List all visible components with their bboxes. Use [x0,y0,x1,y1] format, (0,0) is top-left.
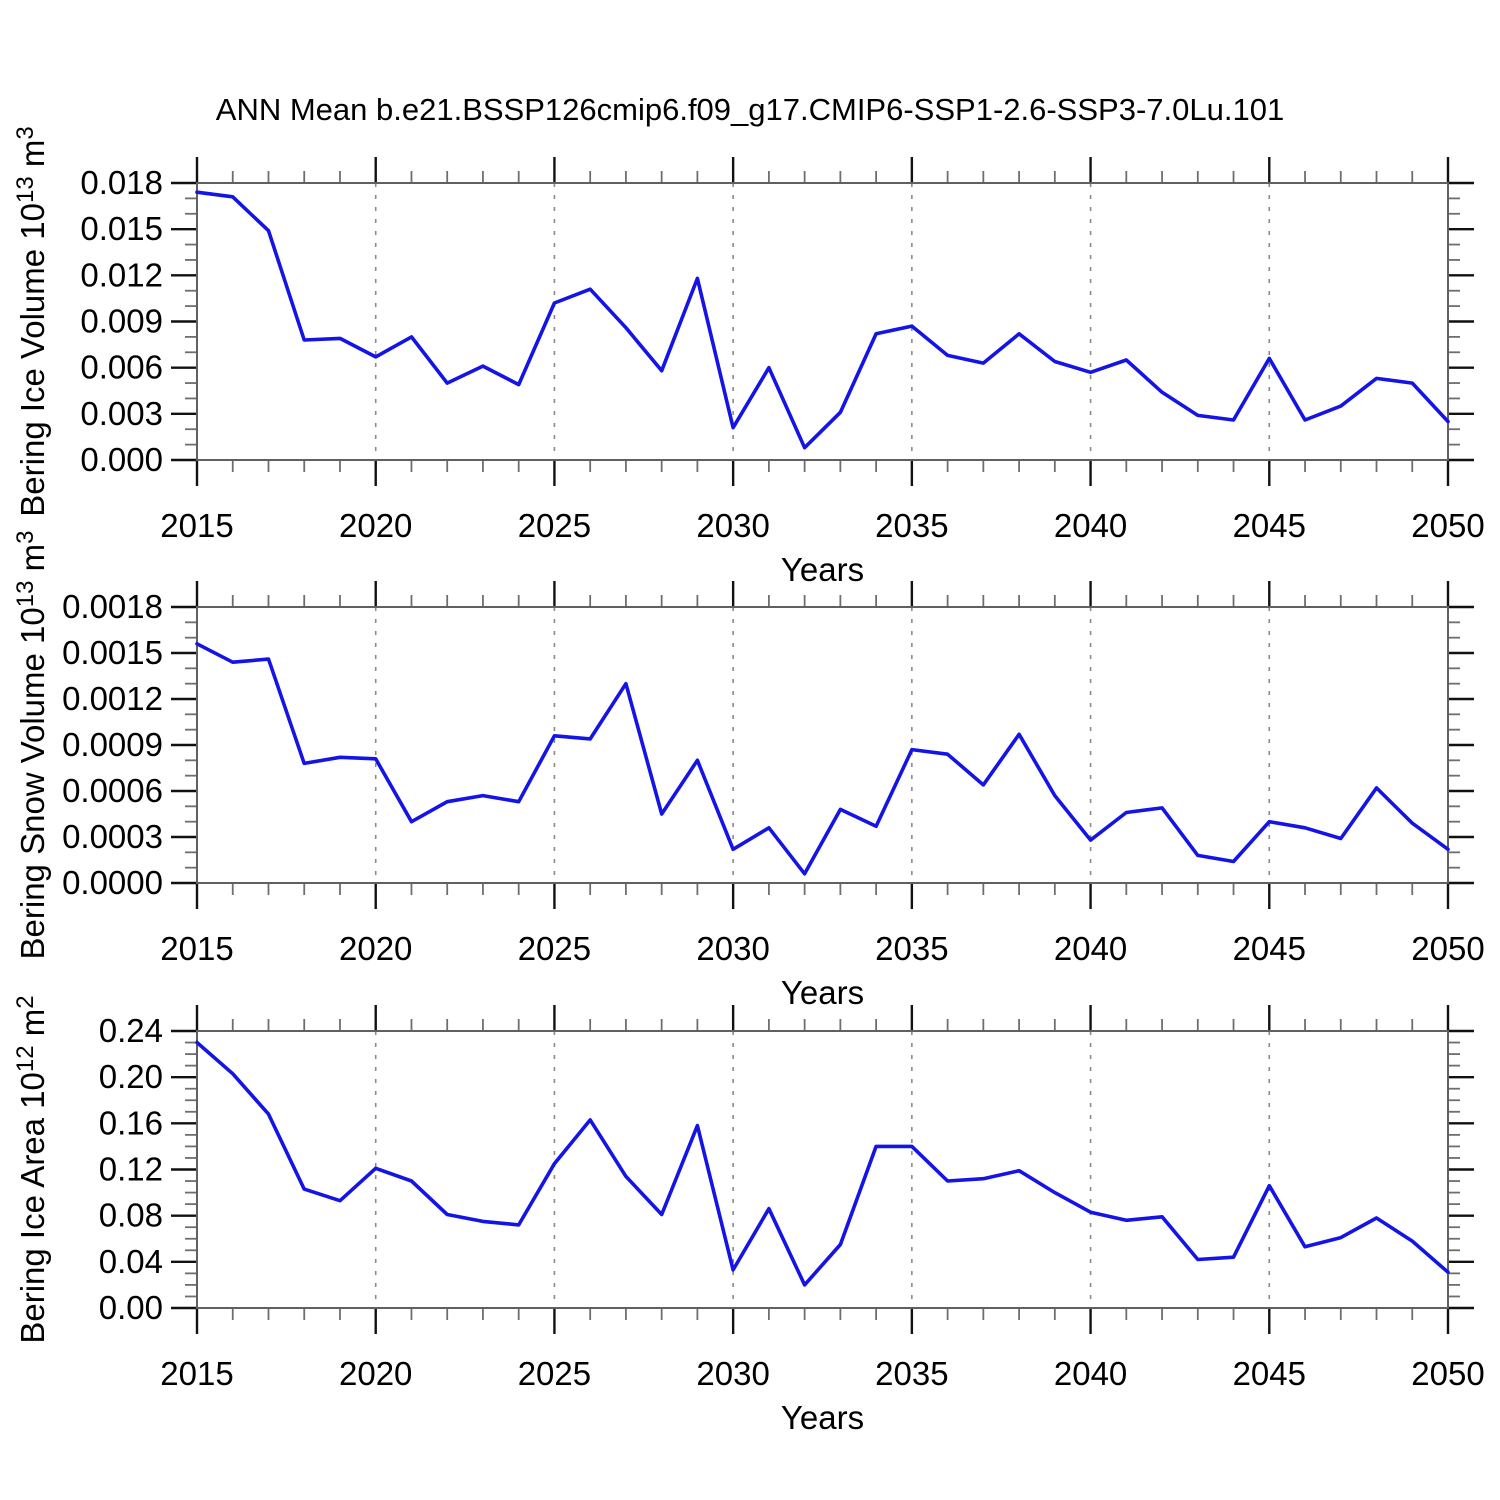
x-axis-label: Years [781,974,864,1011]
x-tick-label: 2020 [339,1355,412,1392]
x-tick-label: 2035 [875,507,948,544]
y-axis-label: Bering Snow Volume 1013 m3 [12,531,51,960]
x-tick-label: 2015 [160,507,233,544]
plot-frame [196,1030,1449,1309]
x-axis-label: Years [781,551,864,588]
x-tick-label: 2015 [160,1355,233,1392]
x-tick-label: 2030 [696,507,769,544]
y-tick-label: 0.0003 [62,818,163,855]
bering-snow-volume-line [195,641,1450,876]
panel-bering-ice-volume: 0.000 0.003 0.006 0.009 0.012 0.015 0.018 2015 2… [12,126,1485,588]
plot-frame [196,182,1449,461]
y-tick-label: 0.009 [80,303,163,340]
x-tick-label: 2025 [518,1355,591,1392]
x-tick-label: 2035 [875,1355,948,1392]
x-tick-label: 2040 [1054,930,1127,967]
chart-title: ANN Mean b.e21.BSSP126cmip6.f09_g17.CMIP… [215,92,1285,127]
x-tick-label: 2040 [1054,507,1127,544]
x-tick-label: 2040 [1054,1355,1127,1392]
y-tick-label: 0.0018 [62,588,163,625]
y-tick-label: 0.006 [80,349,163,386]
x-tick-label: 2050 [1411,507,1484,544]
x-tick-label: 2030 [696,1355,769,1392]
y-tick-label: 0.0006 [62,772,163,809]
y-tick-label: 0.12 [99,1151,163,1188]
x-axis-label: Years [781,1399,864,1436]
y-tick-label: 0.0009 [62,726,163,763]
y-tick-label: 0.000 [80,441,163,478]
bering-ice-volume-line [195,190,1450,450]
x-tick-label: 2045 [1233,1355,1306,1392]
x-tick-label: 2030 [696,930,769,967]
y-tick-label: 0.003 [80,395,163,432]
y-tick-label: 0.018 [80,164,163,201]
bering-ice-area-line [195,1040,1450,1287]
panel-bering-ice-area: 0.00 0.04 0.08 0.12 0.16 0.20 0.24 2015 2020 2025… [12,995,1485,1436]
y-tick-label: 0.16 [99,1104,163,1141]
x-tick-label: 2020 [339,507,412,544]
y-axis-label: Bering Ice Volume 1013 m3 [12,126,51,516]
plot-frame [196,606,1449,884]
x-tick-label: 2025 [518,930,591,967]
x-tick-label: 2015 [160,930,233,967]
x-tick-label: 2045 [1233,930,1306,967]
x-tick-label: 2045 [1233,507,1306,544]
panel-bering-snow-volume: 0.0000 0.0003 0.0006 0.0009 0.0012 0.0015 0.00… [12,531,1485,1011]
x-tick-label: 2035 [875,930,948,967]
y-tick-label: 0.08 [99,1197,163,1234]
x-tick-label: 2050 [1411,930,1484,967]
y-tick-label: 0.012 [80,256,163,293]
y-tick-label: 0.24 [99,1012,163,1049]
y-tick-label: 0.0015 [62,634,163,671]
x-tick-label: 2025 [518,507,591,544]
x-tick-label: 2020 [339,930,412,967]
y-tick-label: 0.20 [99,1058,163,1095]
y-tick-label: 0.0000 [62,864,163,901]
y-tick-label: 0.00 [99,1289,163,1326]
y-axis-label: Bering Ice Area 1012 m2 [12,995,51,1343]
y-tick-label: 0.04 [99,1243,163,1280]
y-tick-label: 0.015 [80,210,163,247]
y-tick-label: 0.0012 [62,680,163,717]
x-tick-label: 2050 [1411,1355,1484,1392]
